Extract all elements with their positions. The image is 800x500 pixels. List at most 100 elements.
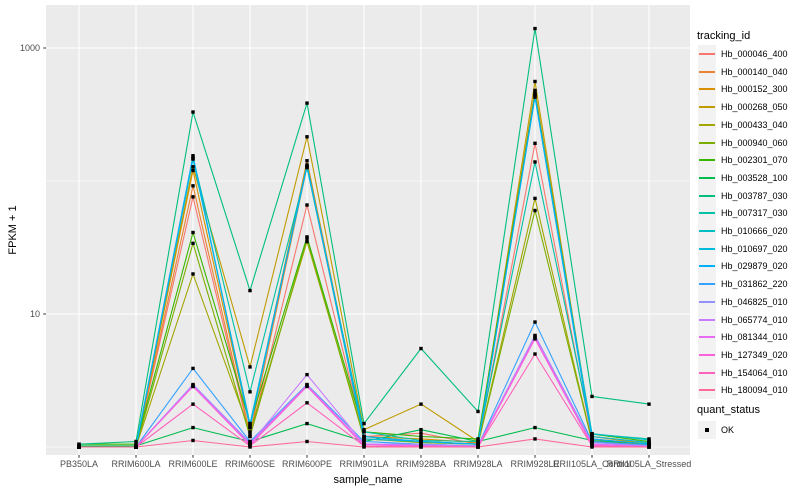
legend-swatch-line [699,123,715,126]
legend-key [698,239,716,258]
legend-item-Hb_000940_060: Hb_000940_060 [698,133,788,152]
data-point [533,334,537,338]
data-point [248,425,252,430]
legend-swatch-line [699,300,715,303]
legend-item-label: Hb_003787_030 [721,190,788,201]
y-axis-title: FPKM + 1 [7,205,19,255]
data-point [248,288,252,293]
data-point [476,445,480,449]
data-point [647,402,651,406]
legend-item-label: Hb_081344_010 [721,332,788,343]
legend-item-label: Hb_000140_040 [721,66,788,77]
data-point [248,421,252,426]
data-point [191,156,195,161]
y-tick-label-1000: 1000 [19,43,40,53]
legend-key [698,151,716,170]
legend-item-label: Hb_010666_020 [721,226,788,236]
x-tick-label-RRIM600PE: RRIM600PE [281,459,333,469]
data-point [248,365,252,369]
legend-item-label: Hb_127349_020 [721,349,788,360]
legend-item-label: Hb_046825_010 [721,296,788,307]
legend-key [698,381,716,400]
data-point [533,320,537,324]
data-point [248,432,252,436]
legend-key [698,257,716,276]
data-point [305,401,309,405]
data-point [248,445,252,449]
legend-swatch-line [699,283,715,286]
legend-item-Hb_007317_030: Hb_007317_030 [698,204,788,223]
legend-item-Hb_081344_010: Hb_081344_010 [698,328,788,347]
x-axis-title: sample_name [333,474,403,486]
legend-key [698,328,716,347]
data-point [305,372,309,377]
data-point [533,79,537,84]
quant-ok-key [698,421,716,439]
data-point [362,445,366,449]
legend-item-label: Hb_000940_060 [721,137,788,148]
legend-item-Hb_010666_020: Hb_010666_020 [698,222,788,240]
legend-swatch-line [699,212,715,215]
data-point [191,384,195,389]
legend-item-label: Hb_002301_070 [721,155,788,166]
data-point [305,239,309,244]
data-point [305,135,309,139]
legend-item-label: Hb_029879_020 [721,261,788,272]
data-point [419,434,423,439]
legend-key [698,45,716,63]
data-point [476,439,480,444]
legend-swatch-line [699,53,715,55]
legend-item-label: Hb_000046_400 [721,49,788,59]
data-point [305,235,309,239]
data-point [191,438,195,443]
legend-swatch-line [699,265,715,268]
data-point [305,384,309,389]
legend-item-Hb_000433_040: Hb_000433_040 [698,115,788,134]
data-point [533,337,537,341]
data-point [533,88,537,93]
data-point [77,445,81,449]
data-point [134,439,138,444]
data-point [533,425,537,430]
data-point [590,434,594,439]
legend-key [698,222,716,240]
data-point [533,141,537,146]
data-point [362,437,366,441]
legend-swatch-line [699,230,715,232]
data-point [191,110,195,114]
data-point [305,163,309,167]
data-point [248,430,252,434]
data-point [647,445,651,449]
data-point [191,230,195,235]
data-point [590,445,594,449]
data-point [590,437,594,441]
data-point [533,437,537,441]
legend-swatch-line [699,247,715,250]
legend-item-Hb_000268_050: Hb_000268_050 [698,98,788,117]
data-point [590,394,594,399]
legend-swatch-line [699,194,715,197]
data-point [134,445,138,449]
legend-swatch-line [699,70,715,73]
data-point [419,346,423,351]
legend-item-Hb_180094_010: Hb_180094_010 [698,381,788,400]
x-tick-label-RRII105LA_Stressed: RRII105LA_Stressed [606,459,692,469]
x-tick-label-RRIM600LA: RRIM600LA [111,459,161,469]
data-point [191,366,195,371]
legend-swatch-line [699,176,715,179]
legend-key [698,80,716,99]
data-point [419,431,423,435]
legend-item-Hb_000046_400: Hb_000046_400 [698,45,788,63]
legend-swatch-line [699,371,715,374]
legend-item-Hb_000152_300: Hb_000152_300 [698,80,788,99]
data-point [191,241,195,246]
legend-item-Hb_000140_040: Hb_000140_040 [698,62,788,81]
data-point [533,208,537,213]
x-tick-label-PB350LA: PB350LA [59,459,99,469]
data-point [248,434,252,439]
legend-item-label: Hb_007317_030 [721,208,788,219]
data-point [191,184,195,188]
legend-item-Hb_010697_020: Hb_010697_020 [698,239,788,258]
data-point [248,390,252,394]
